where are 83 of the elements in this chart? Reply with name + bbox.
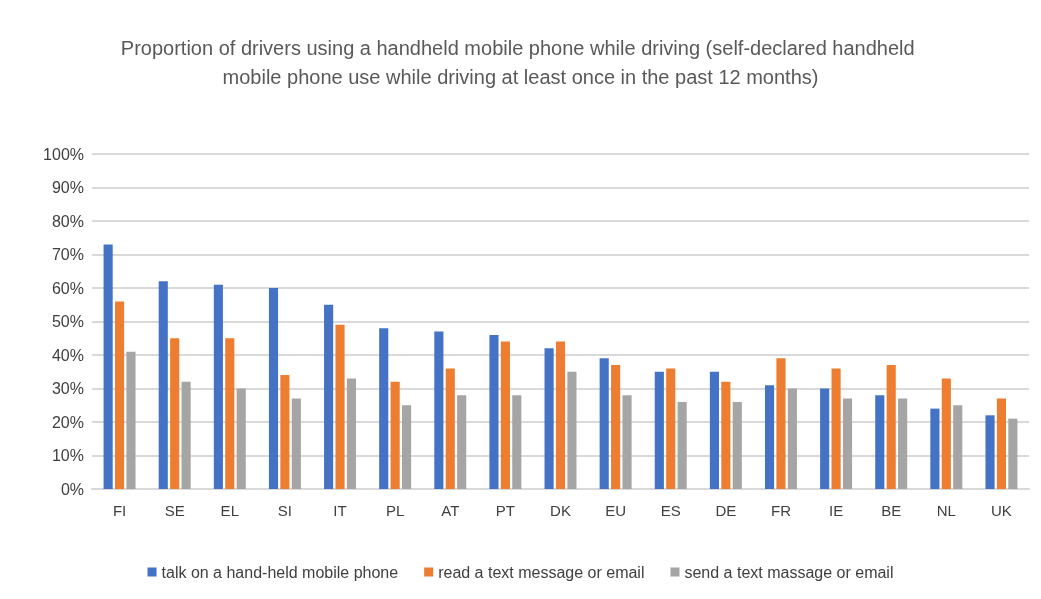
legend-label: talk on a hand-held mobile phone — [161, 563, 399, 581]
bar — [886, 365, 896, 489]
y-tick-label: 0% — [60, 480, 84, 498]
bar — [1008, 418, 1018, 489]
bar — [953, 405, 963, 489]
x-tick-label: FI — [112, 502, 127, 519]
x-tick-label: IT — [333, 502, 347, 519]
bar — [599, 358, 609, 489]
bar — [985, 415, 995, 489]
bar — [346, 378, 357, 489]
x-tick-label: UK — [991, 502, 1012, 519]
bar — [787, 388, 797, 489]
bar — [709, 371, 719, 489]
bar — [677, 401, 687, 489]
bar — [732, 401, 742, 489]
bar — [898, 398, 908, 489]
x-tick-label: DE — [715, 502, 737, 519]
y-tick-label: 90% — [51, 179, 84, 196]
y-tick-label: 20% — [51, 413, 84, 431]
bar — [941, 378, 951, 489]
bar — [225, 338, 235, 489]
bar — [764, 385, 775, 489]
x-tick-label: PT — [495, 502, 515, 519]
bar — [489, 334, 499, 489]
bar — [291, 398, 301, 489]
y-tick-label: 80% — [51, 212, 84, 230]
x-tick-label: AT — [441, 502, 460, 519]
bar — [236, 388, 246, 489]
bar — [457, 395, 467, 489]
y-tick-label: 100% — [43, 145, 84, 163]
bar — [324, 304, 334, 489]
bar — [776, 358, 786, 489]
bar — [611, 365, 621, 489]
bar — [875, 395, 885, 489]
bar — [654, 371, 664, 489]
x-tick-label: NL — [936, 502, 956, 519]
bar — [930, 408, 940, 489]
x-tick-label: SI — [277, 502, 293, 519]
bar — [544, 348, 554, 489]
bar — [445, 368, 455, 489]
chart-title: Proportion of drivers using a handheld mobile phone while driving (self-declared handheld mobile phone use while driving at least once in the past 12 months) — [120, 36, 921, 88]
bar — [170, 338, 180, 489]
bar — [103, 244, 113, 489]
bar — [666, 368, 676, 489]
bar — [512, 395, 522, 489]
y-tick-label: 70% — [51, 246, 84, 263]
x-tick-label: DK — [550, 502, 571, 519]
x-tick-label: FR — [770, 502, 792, 519]
legend-label: read a text message or email — [438, 563, 645, 581]
y-tick-label: 60% — [51, 279, 84, 297]
bar — [996, 398, 1007, 489]
bar — [721, 381, 731, 489]
y-tick-label: 10% — [51, 447, 84, 464]
bar — [820, 388, 830, 489]
bar — [831, 368, 841, 489]
bar — [158, 281, 168, 489]
bar — [842, 398, 853, 489]
bar — [213, 284, 223, 489]
x-tick-label: EL — [220, 502, 239, 519]
bar — [434, 331, 444, 489]
x-tick-label: PL — [385, 502, 405, 519]
x-tick-label: EU — [605, 502, 627, 519]
bar — [126, 351, 136, 489]
bar — [567, 371, 577, 489]
y-tick-label: 50% — [51, 313, 84, 330]
x-tick-label: IE — [828, 502, 844, 519]
bar — [500, 341, 510, 489]
bar — [379, 328, 389, 489]
bar — [390, 381, 400, 489]
legend-label: send a text massage or email — [684, 563, 894, 581]
bar — [268, 288, 279, 489]
bar — [114, 301, 125, 489]
bar — [555, 341, 566, 489]
y-tick-label: 40% — [51, 346, 84, 364]
bar — [622, 395, 632, 489]
bar — [335, 324, 345, 489]
y-tick-label: 30% — [51, 380, 84, 397]
x-tick-label: BE — [881, 502, 902, 519]
bar — [181, 381, 191, 489]
x-tick-label: SE — [164, 502, 185, 519]
bar — [402, 405, 412, 489]
bar — [280, 375, 290, 489]
x-tick-label: ES — [660, 502, 681, 519]
